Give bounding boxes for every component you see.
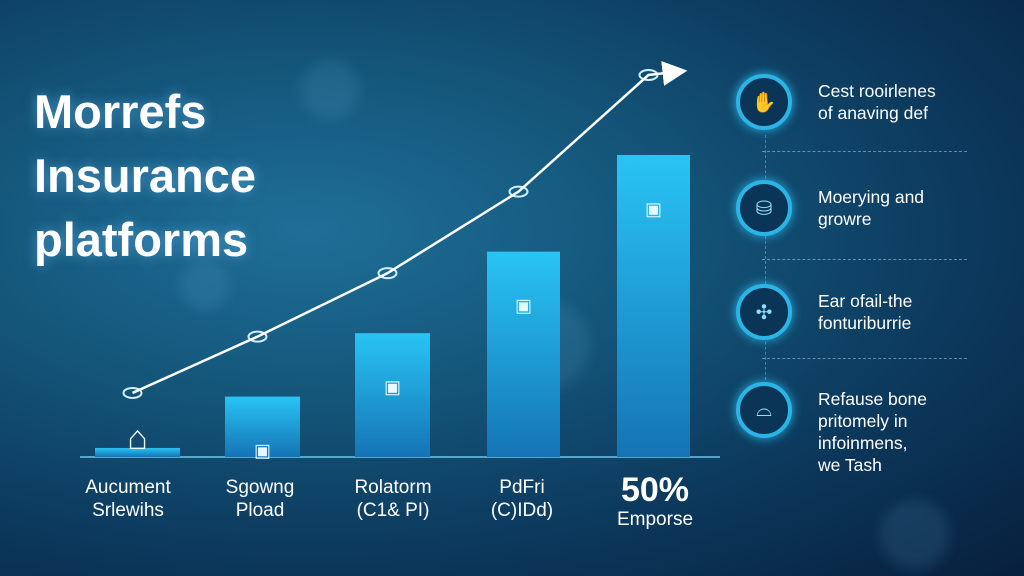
x-tick-label: Aucument Srlewihs [63, 476, 193, 522]
data-point-marker [377, 267, 398, 280]
side-item-text: Moerying and growre [818, 186, 924, 230]
label-line: 50% [620, 471, 690, 509]
text-line: Cest rooirlenes [818, 81, 936, 101]
page-title: Morrefs Insurance platforms [34, 80, 256, 272]
label-line: (C1& PI) [356, 500, 430, 521]
bar [95, 447, 180, 457]
x-tick-label: Sgowng Pload [195, 476, 325, 522]
title-line: Insurance [34, 149, 257, 202]
data-point-marker [122, 386, 143, 399]
text-line: infoinmens, [818, 433, 908, 453]
bag-icon: ⛁ [736, 180, 792, 236]
side-item-text: Cest rooirlenes of anaving def [818, 80, 936, 124]
data-point-marker [508, 185, 529, 198]
label-line: Emporse [616, 509, 694, 530]
divider [762, 151, 967, 152]
text-line: Refause bone [818, 389, 927, 409]
divider [762, 259, 967, 260]
side-item-text: Ear ofail-the fonturiburrie [818, 290, 912, 334]
x-tick-label: PdFri (C)IDd) [457, 476, 587, 522]
x-tick-label: 50% Emporse [590, 472, 720, 531]
text-line: Ear ofail-the [818, 291, 913, 311]
bar [487, 251, 560, 457]
label-line: Sgowng [225, 477, 295, 498]
timeline-connector [765, 135, 766, 385]
label-line: (C)IDd) [490, 500, 554, 521]
bar [355, 333, 430, 457]
divider [762, 358, 967, 359]
label-line: PdFri [499, 477, 545, 498]
bar [617, 155, 690, 457]
text-line: Moerying and [818, 187, 925, 207]
label-line: Pload [235, 500, 285, 521]
briefcase-icon: ▣ [254, 441, 271, 461]
text-line: growre [818, 209, 872, 229]
text-line: pritomely in [818, 411, 908, 431]
briefcase-icon: ▣ [515, 296, 532, 316]
hand-icon: ✋ [736, 74, 792, 130]
briefcase-icon: ▣ [384, 377, 401, 397]
house-icon: ⌂ [127, 419, 148, 457]
title-line: platforms [34, 213, 249, 266]
bokeh [880, 500, 950, 570]
bokeh [300, 60, 360, 120]
text-line: fonturiburrie [818, 313, 912, 333]
side-item: ✋ Cest rooirlenes of anaving def [736, 74, 936, 130]
bar [225, 396, 300, 457]
trend-line [131, 60, 688, 395]
side-item: ⛁ Moerying and growre [736, 180, 924, 236]
label-line: Rolatorm [354, 477, 432, 498]
label-line: Aucument [85, 477, 171, 498]
side-item: ⌓ Refause bone pritomely in infoinmens, we T… [736, 382, 927, 476]
data-point-marker [247, 330, 268, 343]
title-line: Morrefs [34, 85, 207, 138]
text-line: of anaving def [818, 103, 928, 123]
briefcase-icon: ▣ [645, 199, 662, 219]
label-line: Srlewihs [92, 500, 164, 521]
bokeh [180, 260, 230, 310]
dome-icon: ⌓ [736, 382, 792, 438]
x-tick-label: Rolatorm (C1& PI) [328, 476, 458, 522]
text-line: we Tash [818, 455, 882, 475]
side-item-text: Refause bone pritomely in infoinmens, we Ta… [818, 388, 927, 476]
network-icon: ✣ [736, 284, 792, 340]
side-item: ✣ Ear ofail-the fonturiburrie [736, 284, 912, 340]
